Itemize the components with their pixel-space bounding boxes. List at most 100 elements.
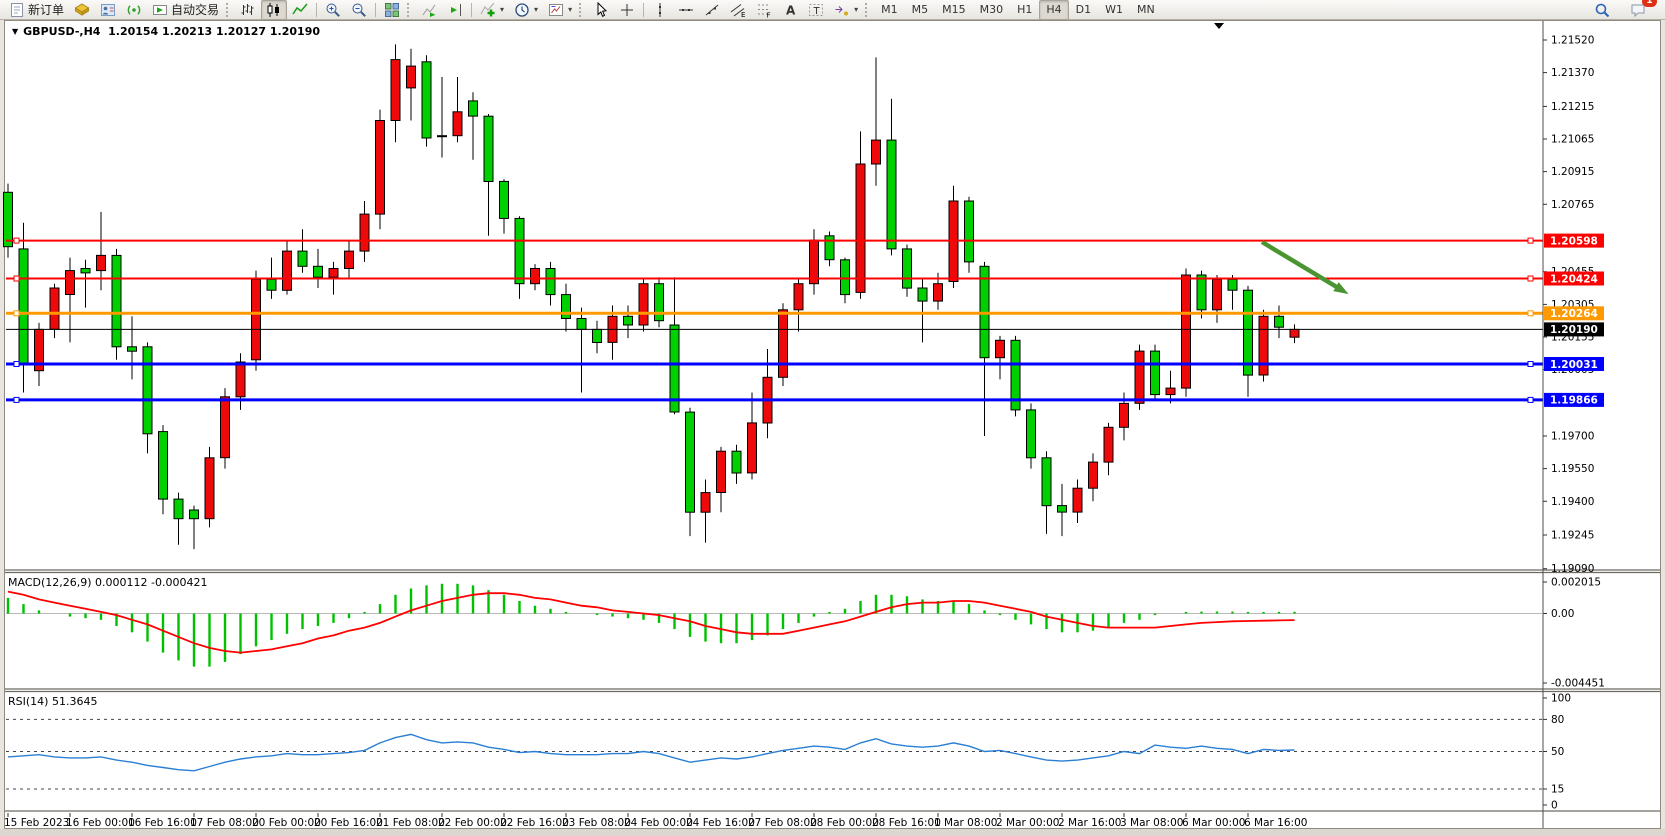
svg-text:50: 50	[1551, 746, 1564, 758]
svg-text:20 Feb 16:00: 20 Feb 16:00	[314, 817, 383, 829]
vertical-line-button[interactable]	[647, 0, 673, 20]
trendline-button[interactable]	[699, 0, 725, 20]
zoom-out-button[interactable]	[346, 0, 372, 20]
hline-support-2[interactable]	[6, 396, 1543, 403]
hline-resistance-2[interactable]	[6, 275, 1543, 282]
horizontal-line-button[interactable]	[673, 0, 699, 20]
arrow-annotation[interactable]	[1260, 240, 1349, 295]
svg-text:1.19090: 1.19090	[1551, 563, 1594, 575]
svg-text:6 Mar 16:00: 6 Mar 16:00	[1244, 817, 1307, 829]
zoom-in-button[interactable]	[320, 0, 346, 20]
crosshair-button[interactable]	[614, 0, 640, 20]
periods-clock-button[interactable]: ▾	[509, 0, 543, 20]
svg-text:1.21065: 1.21065	[1551, 134, 1594, 146]
chat-button[interactable]: 1	[1625, 0, 1657, 20]
label-button[interactable]: T	[803, 0, 829, 20]
market-watch-button[interactable]	[95, 0, 121, 20]
svg-text:28 Feb 00:00: 28 Feb 00:00	[810, 817, 879, 829]
svg-text:15 Feb 2023: 15 Feb 2023	[4, 817, 69, 829]
hline-resistance-1[interactable]	[6, 237, 1543, 244]
arrows-button[interactable]: ▾	[829, 0, 863, 20]
svg-text:1.19700: 1.19700	[1551, 431, 1594, 443]
svg-text:1.21370: 1.21370	[1551, 67, 1594, 79]
rsi-panel[interactable]: 100 80 50 15 0	[6, 693, 1571, 812]
svg-text:80: 80	[1551, 714, 1564, 726]
svg-text:-0.004451: -0.004451	[1551, 678, 1605, 690]
hline-support-1[interactable]	[6, 361, 1543, 367]
vertical-line-icon	[652, 2, 668, 18]
notification-badge: 1	[1642, 0, 1657, 7]
timeframe-h1[interactable]: H1	[1017, 3, 1033, 16]
svg-text:20 Feb 00:00: 20 Feb 00:00	[252, 817, 321, 829]
chart-ohlc-values: 1.20154 1.20213 1.20127 1.20190	[108, 25, 321, 38]
channel-button[interactable]: E	[725, 0, 751, 20]
svg-text:16 Feb 00:00: 16 Feb 00:00	[66, 817, 135, 829]
autotrade-button[interactable]: 自动交易	[147, 0, 224, 20]
chart-diamond-button[interactable]	[69, 0, 95, 20]
search-icon	[1594, 2, 1610, 18]
svg-text:1.19550: 1.19550	[1551, 463, 1594, 475]
svg-text:F: F	[767, 11, 771, 18]
timeframe-mn[interactable]: MN	[1137, 3, 1155, 16]
line-chart-icon	[292, 2, 308, 18]
indicators-button[interactable]: ▾	[475, 0, 509, 20]
price-axis[interactable]: 1.21520 1.21370 1.21215 1.21065 1.20915 1.207…	[1542, 21, 1604, 828]
timeframe-m30[interactable]: M30	[979, 3, 1004, 16]
macd-panel[interactable]: 0.002015 0.00 -0.004451	[6, 577, 1605, 690]
line-chart-button[interactable]	[287, 0, 313, 20]
svg-text:2 Mar 00:00: 2 Mar 00:00	[996, 817, 1059, 829]
timeframe-m1[interactable]: M1	[881, 3, 898, 16]
timeframe-d1[interactable]: D1	[1075, 3, 1092, 16]
dropdown-arrow-icon: ▾	[534, 5, 539, 14]
channel-icon: E	[730, 2, 746, 18]
svg-text:24 Feb 16:00: 24 Feb 16:00	[686, 817, 755, 829]
svg-text:6 Mar 00:00: 6 Mar 00:00	[1182, 817, 1245, 829]
svg-text:1.20031: 1.20031	[1550, 359, 1598, 371]
svg-text:3 Mar 08:00: 3 Mar 08:00	[1120, 817, 1183, 829]
new-order-button[interactable]: 新订单	[4, 0, 69, 20]
toolbar-button-label: 新订单	[28, 3, 65, 17]
toolbar-separator	[316, 2, 318, 17]
templates-button[interactable]: ▾	[543, 0, 577, 20]
timeframe-m5[interactable]: M5	[911, 3, 929, 16]
timeframe-m15[interactable]: M15	[942, 3, 966, 16]
svg-text:1 Mar 08:00: 1 Mar 08:00	[934, 817, 997, 829]
dropdown-arrow-icon: ▾	[500, 5, 505, 14]
svg-text:27 Feb 08:00: 27 Feb 08:00	[748, 817, 817, 829]
zoom-out-icon	[351, 2, 367, 18]
bar-chart-button[interactable]	[235, 0, 261, 20]
toolbar: 新订单 自动交易 ▾ ▾ ▾ E F A T ▾ M1 M5 M15 M30 H1 H4 D1 W1 MN 1	[0, 0, 1665, 20]
zoom-in-icon	[325, 2, 341, 18]
macd-indicator-label: MACD(12,26,9) 0.000112 -0.000421	[8, 576, 208, 589]
chart-shift-button[interactable]	[442, 0, 468, 20]
chart-menu-triangle-icon[interactable]: ▼	[12, 27, 19, 36]
toolbar-separator	[407, 2, 414, 17]
hline-pivot[interactable]	[6, 310, 1543, 317]
candlestick-chart-button[interactable]	[261, 0, 288, 20]
search-button[interactable]	[1589, 0, 1615, 20]
crosshair-icon	[619, 2, 635, 18]
timeframe-w1[interactable]: W1	[1105, 3, 1123, 16]
fibonacci-button[interactable]: F	[751, 0, 777, 20]
svg-text:1.19245: 1.19245	[1551, 530, 1594, 542]
trendline-icon	[704, 2, 720, 18]
bar-chart-icon	[240, 2, 256, 18]
svg-text:1.21215: 1.21215	[1551, 101, 1594, 113]
indicators-icon	[480, 2, 496, 18]
tile-windows-icon	[384, 2, 400, 18]
dropdown-arrow-icon: ▾	[854, 5, 859, 14]
horizontal-line-icon	[678, 2, 694, 18]
text-button[interactable]: A	[777, 0, 803, 20]
svg-text:15: 15	[1551, 784, 1564, 796]
signal-icon	[126, 2, 142, 18]
rsi-indicator-label: RSI(14) 51.3645	[8, 695, 98, 708]
signal-button[interactable]	[121, 0, 147, 20]
auto-scroll-button[interactable]	[416, 0, 442, 20]
timeframe-h4[interactable]: H4	[1039, 0, 1069, 20]
svg-text:1.20424: 1.20424	[1550, 273, 1598, 285]
tile-windows-button[interactable]	[379, 0, 405, 20]
cursor-button[interactable]	[588, 0, 614, 20]
